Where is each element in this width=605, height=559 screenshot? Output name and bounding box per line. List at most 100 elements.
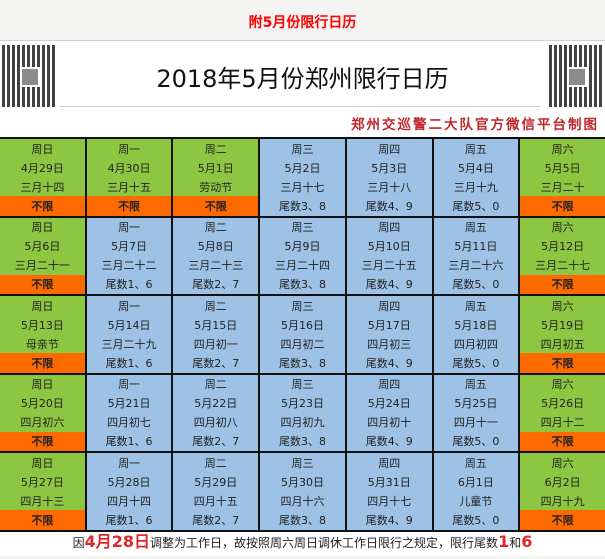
calendar-cell: 周三 5月2日 三月十七 尾数3、8 xyxy=(260,139,345,216)
cell-lunar: 三月二十九 xyxy=(101,337,157,351)
cell-date: 5月7日 xyxy=(111,240,148,254)
calendar-cell: 周五 5月4日 三月十九 尾数5、0 xyxy=(433,139,519,216)
page-title: 附5月份限行日历 xyxy=(248,15,357,31)
calendar-cell: 周日 5月6日 三月二十一 不限 xyxy=(0,217,85,294)
divider xyxy=(60,106,540,107)
calendar-cell: 周三 5月23日 四月初九 尾数3、8 xyxy=(260,374,345,451)
cell-date: 5月13日 xyxy=(20,318,64,332)
cell-weekday: 周二 xyxy=(204,299,227,313)
cell-weekday: 周六 xyxy=(551,378,574,392)
cell-lunar: 四月初七 xyxy=(107,416,152,430)
cell-weekday: 周四 xyxy=(378,378,401,392)
cell-lunar: 四月十一 xyxy=(453,416,498,430)
cell-date: 4月29日 xyxy=(20,161,64,175)
cell-weekday: 周六 xyxy=(551,142,574,156)
cell-date: 5月26日 xyxy=(541,397,585,411)
cell-restriction: 不限 xyxy=(173,196,259,216)
cell-lunar: 四月初五 xyxy=(540,337,585,351)
cell-restriction: 尾数4、9 xyxy=(365,278,413,292)
footer-note: 因4月28日调整为工作日，故按照周六周日调休工作日限行之规定，限行尾数1和6 xyxy=(0,528,605,552)
cell-restriction: 尾数2、7 xyxy=(192,513,240,527)
cell-weekday: 周四 xyxy=(378,299,401,313)
cell-lunar: 四月初二 xyxy=(280,337,325,351)
cell-weekday: 周三 xyxy=(291,221,314,235)
cell-lunar: 四月十五 xyxy=(193,494,238,508)
cell-date: 6月1日 xyxy=(457,475,494,489)
cell-date: 6月2日 xyxy=(544,475,581,489)
cell-weekday: 周一 xyxy=(118,299,141,313)
cell-lunar: 三月二十一 xyxy=(14,259,70,273)
cell-restriction: 尾数1、6 xyxy=(105,435,153,449)
cell-date: 5月3日 xyxy=(371,161,408,175)
cell-lunar: 三月二十二 xyxy=(101,259,157,273)
cell-restriction: 不限 xyxy=(0,510,85,530)
cell-date: 5月15日 xyxy=(194,318,238,332)
cell-date: 5月20日 xyxy=(20,397,64,411)
cell-weekday: 周六 xyxy=(551,299,574,313)
cell-date: 5月18日 xyxy=(454,318,498,332)
calendar-cell: 周三 5月16日 四月初二 尾数3、8 xyxy=(260,296,345,373)
calendar-cell: 周二 5月8日 三月二十三 尾数2、7 xyxy=(173,217,259,294)
cell-restriction: 尾数5、0 xyxy=(452,278,500,292)
cell-restriction: 尾数5、0 xyxy=(452,356,500,370)
cell-weekday: 周五 xyxy=(464,456,487,470)
footer-text: 和 xyxy=(509,536,522,550)
cell-lunar: 四月初九 xyxy=(280,416,325,430)
calendar-cell: 周一 5月28日 四月十四 尾数1、6 xyxy=(86,453,172,530)
cell-restriction: 尾数1、6 xyxy=(105,356,153,370)
cell-restriction: 不限 xyxy=(0,431,85,451)
cell-weekday: 周二 xyxy=(204,221,227,235)
footer-digit: 1 xyxy=(498,532,510,551)
cell-restriction: 不限 xyxy=(0,274,85,294)
calendar-poster: 2018年5月份郑州限行日历 郑州交巡警二大队官方微信平台制图 周日 4月29日三… xyxy=(0,40,605,556)
cell-restriction: 尾数4、9 xyxy=(365,199,413,213)
cell-weekday: 周三 xyxy=(291,299,314,313)
cell-weekday: 周四 xyxy=(378,142,401,156)
cell-weekday: 周二 xyxy=(204,378,227,392)
cell-lunar: 四月初四 xyxy=(453,337,498,351)
cell-restriction: 尾数2、7 xyxy=(192,278,240,292)
cell-restriction: 不限 xyxy=(520,353,605,373)
cell-lunar: 三月二十四 xyxy=(274,259,330,273)
cell-lunar: 三月十八 xyxy=(367,180,412,194)
cell-restriction: 不限 xyxy=(0,353,85,373)
calendar-cell: 周日 5月27日 四月十三 不限 xyxy=(0,453,85,530)
cell-date: 5月29日 xyxy=(194,475,238,489)
cell-lunar: 四月初一 xyxy=(193,337,238,351)
cell-weekday: 周六 xyxy=(551,221,574,235)
cell-lunar: 三月十五 xyxy=(107,180,152,194)
cell-restriction: 不限 xyxy=(520,510,605,530)
calendar-grid: 周日 4月29日 三月十四 不限 周一 4月30日 三月十五 不限 周二 5月1日 劳动节 不限 周三 5… xyxy=(0,137,605,532)
cell-weekday: 周日 xyxy=(31,142,54,156)
qr-code-left xyxy=(2,45,56,107)
cell-lunar: 劳动节 xyxy=(199,180,233,194)
calendar-cell: 周日 4月29日 三月十四 不限 xyxy=(0,139,85,216)
cell-restriction: 尾数5、0 xyxy=(452,513,500,527)
cell-lunar: 三月二十七 xyxy=(535,259,591,273)
cell-date: 5月5日 xyxy=(544,161,581,175)
calendar-cell: 周日 5月13日 母亲节 不限 xyxy=(0,296,85,373)
cell-lunar: 四月十三 xyxy=(20,494,65,508)
cell-weekday: 周三 xyxy=(291,378,314,392)
cell-lunar: 四月十九 xyxy=(540,494,585,508)
calendar-cell: 周五 5月25日 四月十一 尾数5、0 xyxy=(433,374,519,451)
cell-date: 5月28日 xyxy=(107,475,151,489)
cell-restriction: 尾数2、7 xyxy=(192,435,240,449)
cell-date: 5月10日 xyxy=(367,240,411,254)
cell-date: 5月4日 xyxy=(457,161,494,175)
calendar-cell: 周六 5月26日 四月十二 不限 xyxy=(520,374,605,451)
calendar-cell: 周四 5月31日 四月十七 尾数4、9 xyxy=(346,453,432,530)
cell-lunar: 三月十七 xyxy=(280,180,325,194)
cell-lunar: 四月初三 xyxy=(367,337,412,351)
cell-lunar: 三月十九 xyxy=(453,180,498,194)
cell-date: 4月30日 xyxy=(107,161,151,175)
calendar-cell: 周二 5月15日 四月初一 尾数2、7 xyxy=(173,296,259,373)
cell-lunar: 三月二十五 xyxy=(361,259,417,273)
cell-date: 5月30日 xyxy=(280,475,324,489)
calendar-cell: 周四 5月3日三月十八尾数4、9 xyxy=(346,139,432,216)
cell-date: 5月31日 xyxy=(367,475,411,489)
cell-restriction: 尾数5、0 xyxy=(452,435,500,449)
cell-weekday: 周日 xyxy=(31,456,54,470)
calendar-cell: 周四 5月10日 三月二十五 尾数4、9 xyxy=(346,217,432,294)
footer-date: 4月28日 xyxy=(84,532,151,551)
